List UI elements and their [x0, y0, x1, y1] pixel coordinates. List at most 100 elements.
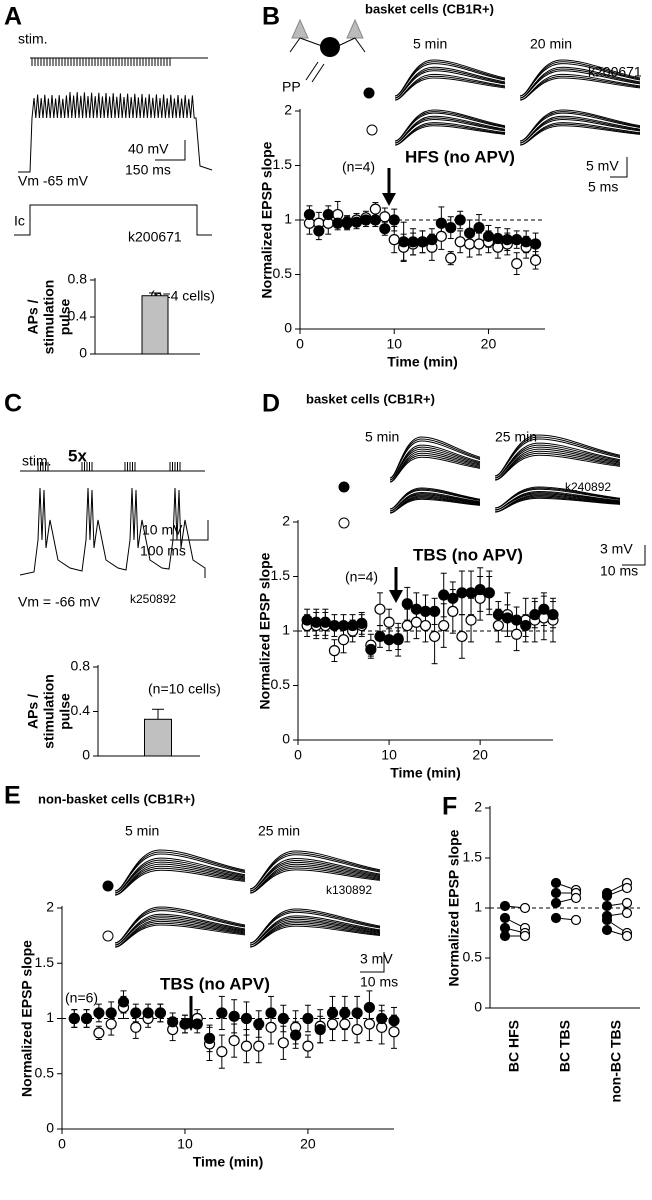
data-point: [347, 619, 359, 632]
data-point: [253, 1018, 265, 1030]
data-point: [351, 1007, 363, 1019]
data-point: [376, 1012, 388, 1025]
data-point: [621, 897, 633, 909]
data-point: [301, 614, 313, 626]
data-point: [456, 630, 468, 643]
epsp-trace: [249, 908, 381, 944]
x-axis-label: Time (min): [390, 765, 461, 781]
data-point: [473, 222, 485, 234]
bar: [144, 718, 172, 757]
epsp-trace: [114, 863, 246, 896]
annotation: 10 ms: [360, 974, 398, 990]
data-point: [360, 214, 372, 226]
epsp-trace: [249, 858, 381, 892]
data-point: [499, 930, 511, 942]
epsp-trace: [519, 122, 641, 146]
annotation: 10 mV: [142, 522, 183, 538]
annotation: 150 ms: [125, 162, 171, 178]
panel-letter: E: [4, 782, 21, 810]
x-tick-label: 10: [177, 1136, 193, 1152]
x-tick-label: 0: [58, 1136, 66, 1152]
y-tick-label: 0.4: [68, 308, 88, 324]
y-tick-label: 1: [46, 1009, 54, 1025]
annotation: Vm = -66 mV: [18, 594, 101, 610]
annotation: Ic: [14, 213, 25, 229]
data-point: [464, 238, 476, 250]
y-tick-label: 0: [282, 731, 290, 747]
y-axis-label: Normalized EPSP slope: [446, 829, 462, 986]
bar: [141, 295, 169, 355]
data-point: [407, 236, 419, 248]
scale-bar: [155, 140, 186, 161]
annotation: k250892: [130, 592, 176, 606]
epsp-trace: [114, 919, 246, 948]
data-point: [519, 930, 531, 942]
data-point: [401, 598, 413, 610]
data-point: [621, 930, 633, 942]
stim-ticks: [31, 58, 171, 66]
data-point: [550, 897, 562, 909]
epsp-trace: [249, 920, 381, 948]
epsp-trace: [389, 450, 481, 483]
data-point: [464, 227, 476, 239]
y-axis-label: pulse: [57, 299, 73, 336]
scale-bar: [622, 545, 646, 566]
annotation: 100 ms: [140, 543, 186, 559]
neuron-icon: [346, 18, 364, 39]
y-tick-label: 1: [282, 622, 290, 638]
epsp-trace: [494, 434, 621, 477]
data-point: [483, 587, 495, 599]
data-point: [351, 1023, 363, 1036]
legend-filled: [338, 481, 350, 493]
x-tick-label: 20: [481, 336, 497, 352]
panel-2: C 0 0.4 0.8 APs / stimulation pulse stim. 5x 10 m…: [4, 390, 221, 763]
epsp-trace: [519, 73, 641, 101]
data-point: [601, 900, 613, 912]
data-point: [363, 1018, 376, 1030]
epsp-trace: [394, 122, 506, 146]
epsp-trace: [494, 486, 621, 509]
data-point: [510, 628, 523, 640]
decorations: [14, 18, 646, 1031]
annotation: Vm -65 mV: [18, 173, 89, 189]
data-point: [203, 1032, 216, 1044]
annotation: 5 mV: [586, 158, 619, 174]
data-point: [456, 587, 468, 599]
panel-0: A 0 0.4 0.8 APs / stimulation pulse stim. 40 mV 1…: [4, 3, 215, 361]
data-point: [253, 1040, 265, 1052]
data-point: [538, 603, 550, 615]
data-point: [356, 617, 368, 629]
panel-letter: D: [262, 390, 280, 418]
epsp-trace: [394, 109, 506, 142]
data-point: [265, 1007, 277, 1019]
annotation: 25 min: [258, 823, 300, 839]
data-point: [429, 605, 441, 617]
data-point: [93, 1007, 105, 1019]
y-axis-label: Normalized EPSP slope: [259, 141, 275, 298]
x-axis-label: Time (min): [387, 354, 458, 370]
data-point: [410, 616, 422, 628]
epsp-trace: [249, 915, 381, 946]
annotation: k130892: [326, 883, 372, 897]
data-point: [339, 1007, 351, 1019]
annotation: 5 ms: [588, 179, 618, 195]
epsp-trace: [114, 906, 246, 944]
scale-bar: [170, 520, 209, 541]
y-tick-label: 2: [284, 102, 292, 118]
panel-letter: F: [442, 793, 457, 821]
epsp-trace: [494, 448, 621, 481]
chart-title: basket cells (CB1R+): [306, 391, 435, 406]
data-point: [529, 238, 542, 250]
epsp-trace: [114, 857, 246, 894]
data-point: [550, 887, 562, 899]
data-point: [401, 619, 413, 632]
y-tick-label: 1.5: [463, 849, 483, 865]
scale-bar: [610, 157, 628, 178]
data-point: [332, 217, 344, 229]
data-point: [322, 208, 334, 221]
data-point: [519, 902, 531, 914]
chart-title: non-basket cells (CB1R+): [38, 791, 195, 806]
data-point: [326, 1007, 339, 1019]
